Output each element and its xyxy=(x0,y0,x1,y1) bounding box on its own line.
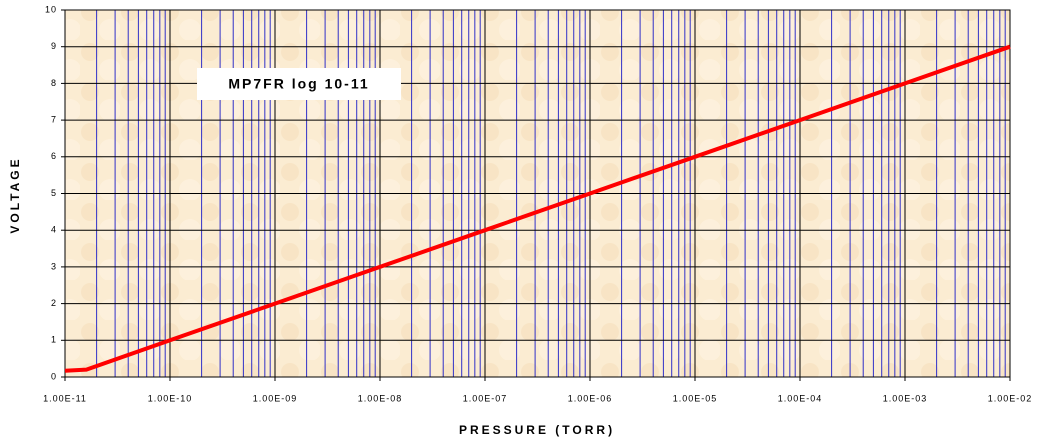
y-tick-label: 5 xyxy=(51,188,57,198)
x-tick-label: 1.00E-08 xyxy=(358,393,403,403)
y-axis-title: VOLTAGE xyxy=(8,156,22,233)
y-tick-label: 8 xyxy=(51,78,57,88)
x-tick-label: 1.00E-07 xyxy=(463,393,508,403)
y-tick-label: 1 xyxy=(51,335,57,345)
y-tick-label: 3 xyxy=(51,261,57,271)
y-tick-label: 0 xyxy=(51,371,57,381)
y-tick-label: 4 xyxy=(51,225,57,235)
annotation: MP7FR log 10-11 xyxy=(228,76,369,92)
x-tick-label: 1.00E-09 xyxy=(253,393,298,403)
x-tick-label: 1.00E-03 xyxy=(883,393,928,403)
plot-frame xyxy=(64,9,1011,378)
y-tick-label: 10 xyxy=(45,4,57,14)
y-tick-label: 6 xyxy=(51,151,57,161)
x-tick-label: 1.00E-11 xyxy=(43,393,87,403)
y-tick-label: 2 xyxy=(51,298,57,308)
y-tick-label: 7 xyxy=(51,114,57,124)
data-line xyxy=(64,44,1011,373)
x-tick-label: 1.00E-10 xyxy=(148,393,193,403)
y-tick-label: 9 xyxy=(51,41,57,51)
annotation-box xyxy=(197,68,401,100)
x-tick-label: 1.00E-05 xyxy=(673,393,718,403)
x-tick-label: 1.00E-06 xyxy=(568,393,613,403)
x-axis-title: PRESSURE (TORR) xyxy=(459,423,615,437)
x-tick-label: 1.00E-02 xyxy=(988,393,1033,403)
x-tick-label: 1.00E-04 xyxy=(778,393,823,403)
